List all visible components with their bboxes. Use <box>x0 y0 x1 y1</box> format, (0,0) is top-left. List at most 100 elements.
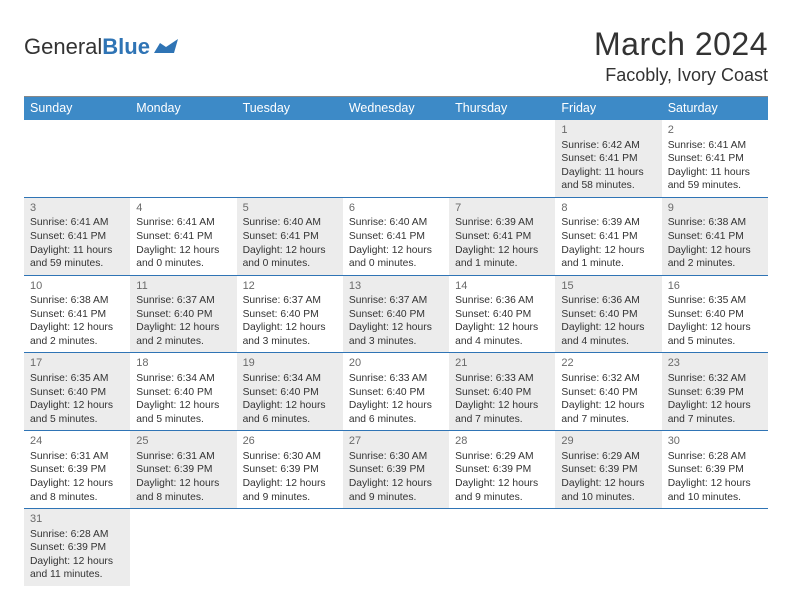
day-cell: 9Sunrise: 6:38 AMSunset: 6:41 PMDaylight… <box>662 198 768 275</box>
day-number: 12 <box>243 279 339 294</box>
sunset-text: Sunset: 6:41 PM <box>668 152 764 166</box>
empty-cell <box>237 120 343 197</box>
sunset-text: Sunset: 6:41 PM <box>561 152 657 166</box>
week-row: 3Sunrise: 6:41 AMSunset: 6:41 PMDaylight… <box>24 198 768 276</box>
day-number: 18 <box>136 356 232 371</box>
day-number: 17 <box>30 356 126 371</box>
day-cell: 18Sunrise: 6:34 AMSunset: 6:40 PMDayligh… <box>130 353 236 430</box>
dow-cell: Friday <box>555 97 661 120</box>
weeks-container: 1Sunrise: 6:42 AMSunset: 6:41 PMDaylight… <box>24 120 768 586</box>
sunrise-text: Sunrise: 6:36 AM <box>561 294 657 308</box>
flag-icon <box>154 37 180 55</box>
sunrise-text: Sunrise: 6:29 AM <box>561 450 657 464</box>
day-cell: 20Sunrise: 6:33 AMSunset: 6:40 PMDayligh… <box>343 353 449 430</box>
daylight-text: Daylight: 12 hours and 0 minutes. <box>136 244 232 271</box>
sunset-text: Sunset: 6:40 PM <box>136 386 232 400</box>
day-number: 9 <box>668 201 764 216</box>
daylight-text: Daylight: 12 hours and 3 minutes. <box>349 321 445 348</box>
sunset-text: Sunset: 6:40 PM <box>455 386 551 400</box>
sunset-text: Sunset: 6:41 PM <box>136 230 232 244</box>
sunset-text: Sunset: 6:41 PM <box>455 230 551 244</box>
sunset-text: Sunset: 6:39 PM <box>243 463 339 477</box>
sunset-text: Sunset: 6:40 PM <box>668 308 764 322</box>
day-cell: 1Sunrise: 6:42 AMSunset: 6:41 PMDaylight… <box>555 120 661 197</box>
day-cell: 6Sunrise: 6:40 AMSunset: 6:41 PMDaylight… <box>343 198 449 275</box>
daylight-text: Daylight: 12 hours and 3 minutes. <box>243 321 339 348</box>
daylight-text: Daylight: 12 hours and 6 minutes. <box>349 399 445 426</box>
daylight-text: Daylight: 12 hours and 0 minutes. <box>349 244 445 271</box>
day-number: 26 <box>243 434 339 449</box>
dow-cell: Sunday <box>24 97 130 120</box>
sunrise-text: Sunrise: 6:41 AM <box>136 216 232 230</box>
sunset-text: Sunset: 6:40 PM <box>243 308 339 322</box>
day-number: 29 <box>561 434 657 449</box>
sunset-text: Sunset: 6:41 PM <box>30 230 126 244</box>
day-cell: 23Sunrise: 6:32 AMSunset: 6:39 PMDayligh… <box>662 353 768 430</box>
day-cell: 26Sunrise: 6:30 AMSunset: 6:39 PMDayligh… <box>237 431 343 508</box>
day-cell: 25Sunrise: 6:31 AMSunset: 6:39 PMDayligh… <box>130 431 236 508</box>
daylight-text: Daylight: 12 hours and 10 minutes. <box>668 477 764 504</box>
empty-cell <box>449 120 555 197</box>
day-cell: 8Sunrise: 6:39 AMSunset: 6:41 PMDaylight… <box>555 198 661 275</box>
sunset-text: Sunset: 6:40 PM <box>30 386 126 400</box>
brand-logo: GeneralBlue <box>24 34 180 60</box>
sunrise-text: Sunrise: 6:38 AM <box>30 294 126 308</box>
brand-word2: Blue <box>102 34 150 60</box>
week-row: 31Sunrise: 6:28 AMSunset: 6:39 PMDayligh… <box>24 509 768 586</box>
daylight-text: Daylight: 12 hours and 8 minutes. <box>30 477 126 504</box>
sunrise-text: Sunrise: 6:40 AM <box>349 216 445 230</box>
day-cell: 11Sunrise: 6:37 AMSunset: 6:40 PMDayligh… <box>130 276 236 353</box>
day-number: 20 <box>349 356 445 371</box>
daylight-text: Daylight: 12 hours and 5 minutes. <box>30 399 126 426</box>
day-cell: 21Sunrise: 6:33 AMSunset: 6:40 PMDayligh… <box>449 353 555 430</box>
sunset-text: Sunset: 6:39 PM <box>136 463 232 477</box>
day-number: 23 <box>668 356 764 371</box>
empty-cell <box>449 509 555 586</box>
sunrise-text: Sunrise: 6:34 AM <box>243 372 339 386</box>
dow-cell: Thursday <box>449 97 555 120</box>
sunset-text: Sunset: 6:40 PM <box>561 386 657 400</box>
sunset-text: Sunset: 6:39 PM <box>668 386 764 400</box>
day-cell: 29Sunrise: 6:29 AMSunset: 6:39 PMDayligh… <box>555 431 661 508</box>
day-cell: 13Sunrise: 6:37 AMSunset: 6:40 PMDayligh… <box>343 276 449 353</box>
day-number: 24 <box>30 434 126 449</box>
day-number: 31 <box>30 512 126 527</box>
empty-cell <box>662 509 768 586</box>
sunset-text: Sunset: 6:40 PM <box>561 308 657 322</box>
sunset-text: Sunset: 6:40 PM <box>243 386 339 400</box>
sunrise-text: Sunrise: 6:31 AM <box>136 450 232 464</box>
sunrise-text: Sunrise: 6:37 AM <box>136 294 232 308</box>
sunrise-text: Sunrise: 6:35 AM <box>668 294 764 308</box>
sunset-text: Sunset: 6:39 PM <box>30 463 126 477</box>
sunset-text: Sunset: 6:41 PM <box>668 230 764 244</box>
week-row: 17Sunrise: 6:35 AMSunset: 6:40 PMDayligh… <box>24 353 768 431</box>
sunrise-text: Sunrise: 6:30 AM <box>243 450 339 464</box>
calendar-page: GeneralBlue March 2024 Facobly, Ivory Co… <box>0 0 792 586</box>
empty-cell <box>343 120 449 197</box>
daylight-text: Daylight: 12 hours and 9 minutes. <box>349 477 445 504</box>
day-number: 30 <box>668 434 764 449</box>
day-cell: 30Sunrise: 6:28 AMSunset: 6:39 PMDayligh… <box>662 431 768 508</box>
day-number: 15 <box>561 279 657 294</box>
day-cell: 4Sunrise: 6:41 AMSunset: 6:41 PMDaylight… <box>130 198 236 275</box>
day-number: 27 <box>349 434 445 449</box>
daylight-text: Daylight: 12 hours and 0 minutes. <box>243 244 339 271</box>
day-cell: 10Sunrise: 6:38 AMSunset: 6:41 PMDayligh… <box>24 276 130 353</box>
day-number: 16 <box>668 279 764 294</box>
sunrise-text: Sunrise: 6:40 AM <box>243 216 339 230</box>
day-cell: 2Sunrise: 6:41 AMSunset: 6:41 PMDaylight… <box>662 120 768 197</box>
sunset-text: Sunset: 6:39 PM <box>561 463 657 477</box>
day-number: 11 <box>136 279 232 294</box>
sunrise-text: Sunrise: 6:37 AM <box>349 294 445 308</box>
day-number: 6 <box>349 201 445 216</box>
day-number: 5 <box>243 201 339 216</box>
daylight-text: Daylight: 12 hours and 7 minutes. <box>668 399 764 426</box>
daylight-text: Daylight: 12 hours and 2 minutes. <box>136 321 232 348</box>
sunset-text: Sunset: 6:39 PM <box>30 541 126 555</box>
daylight-text: Daylight: 12 hours and 5 minutes. <box>668 321 764 348</box>
empty-cell <box>343 509 449 586</box>
empty-cell <box>130 509 236 586</box>
week-row: 24Sunrise: 6:31 AMSunset: 6:39 PMDayligh… <box>24 431 768 509</box>
brand-word1: General <box>24 34 102 60</box>
week-row: 1Sunrise: 6:42 AMSunset: 6:41 PMDaylight… <box>24 120 768 198</box>
